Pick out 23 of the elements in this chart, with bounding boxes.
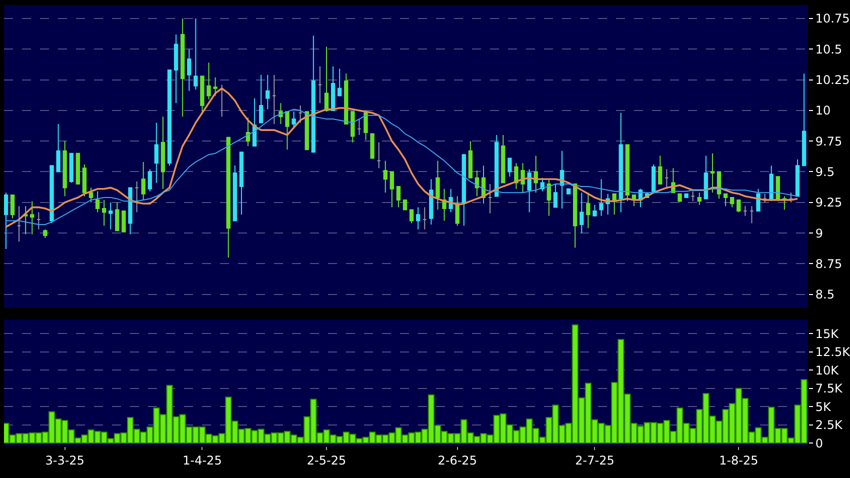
- x-tick-label: 1-8-25: [719, 453, 758, 468]
- y-tick-label: 10: [815, 104, 831, 118]
- y-tick-label: 10K: [815, 363, 840, 378]
- x-tick-label: 3-3-25: [45, 453, 84, 468]
- x-tick-label: 2-6-25: [438, 453, 477, 468]
- x-tick-label: 2-7-25: [575, 453, 614, 468]
- y-tick-label: 8.5: [815, 288, 834, 302]
- y-tick-label: 0: [815, 436, 824, 450]
- x-tick-label: 2-5-25: [306, 453, 346, 468]
- y-tick-label: 10.25: [815, 73, 850, 87]
- y-tick-label: 9.5: [815, 164, 834, 179]
- y-tick-label: 9: [815, 226, 824, 240]
- y-tick-label: 2.5K: [815, 418, 844, 432]
- y-tick-label: 12.5K: [815, 345, 850, 360]
- x-tick-label: 1-4-25: [182, 453, 222, 468]
- y-tick-label: 9.25: [815, 196, 842, 210]
- y-tick-label: 8.75: [815, 256, 842, 271]
- y-tick-label: 9.75: [815, 134, 842, 148]
- y-tick-label: 7.5K: [815, 382, 844, 396]
- y-tick-label: 10.5: [815, 42, 842, 56]
- y-tick-label: 5K: [815, 400, 832, 414]
- y-tick-label: 10.75: [815, 12, 850, 26]
- y-tick-label: 15K: [815, 326, 840, 341]
